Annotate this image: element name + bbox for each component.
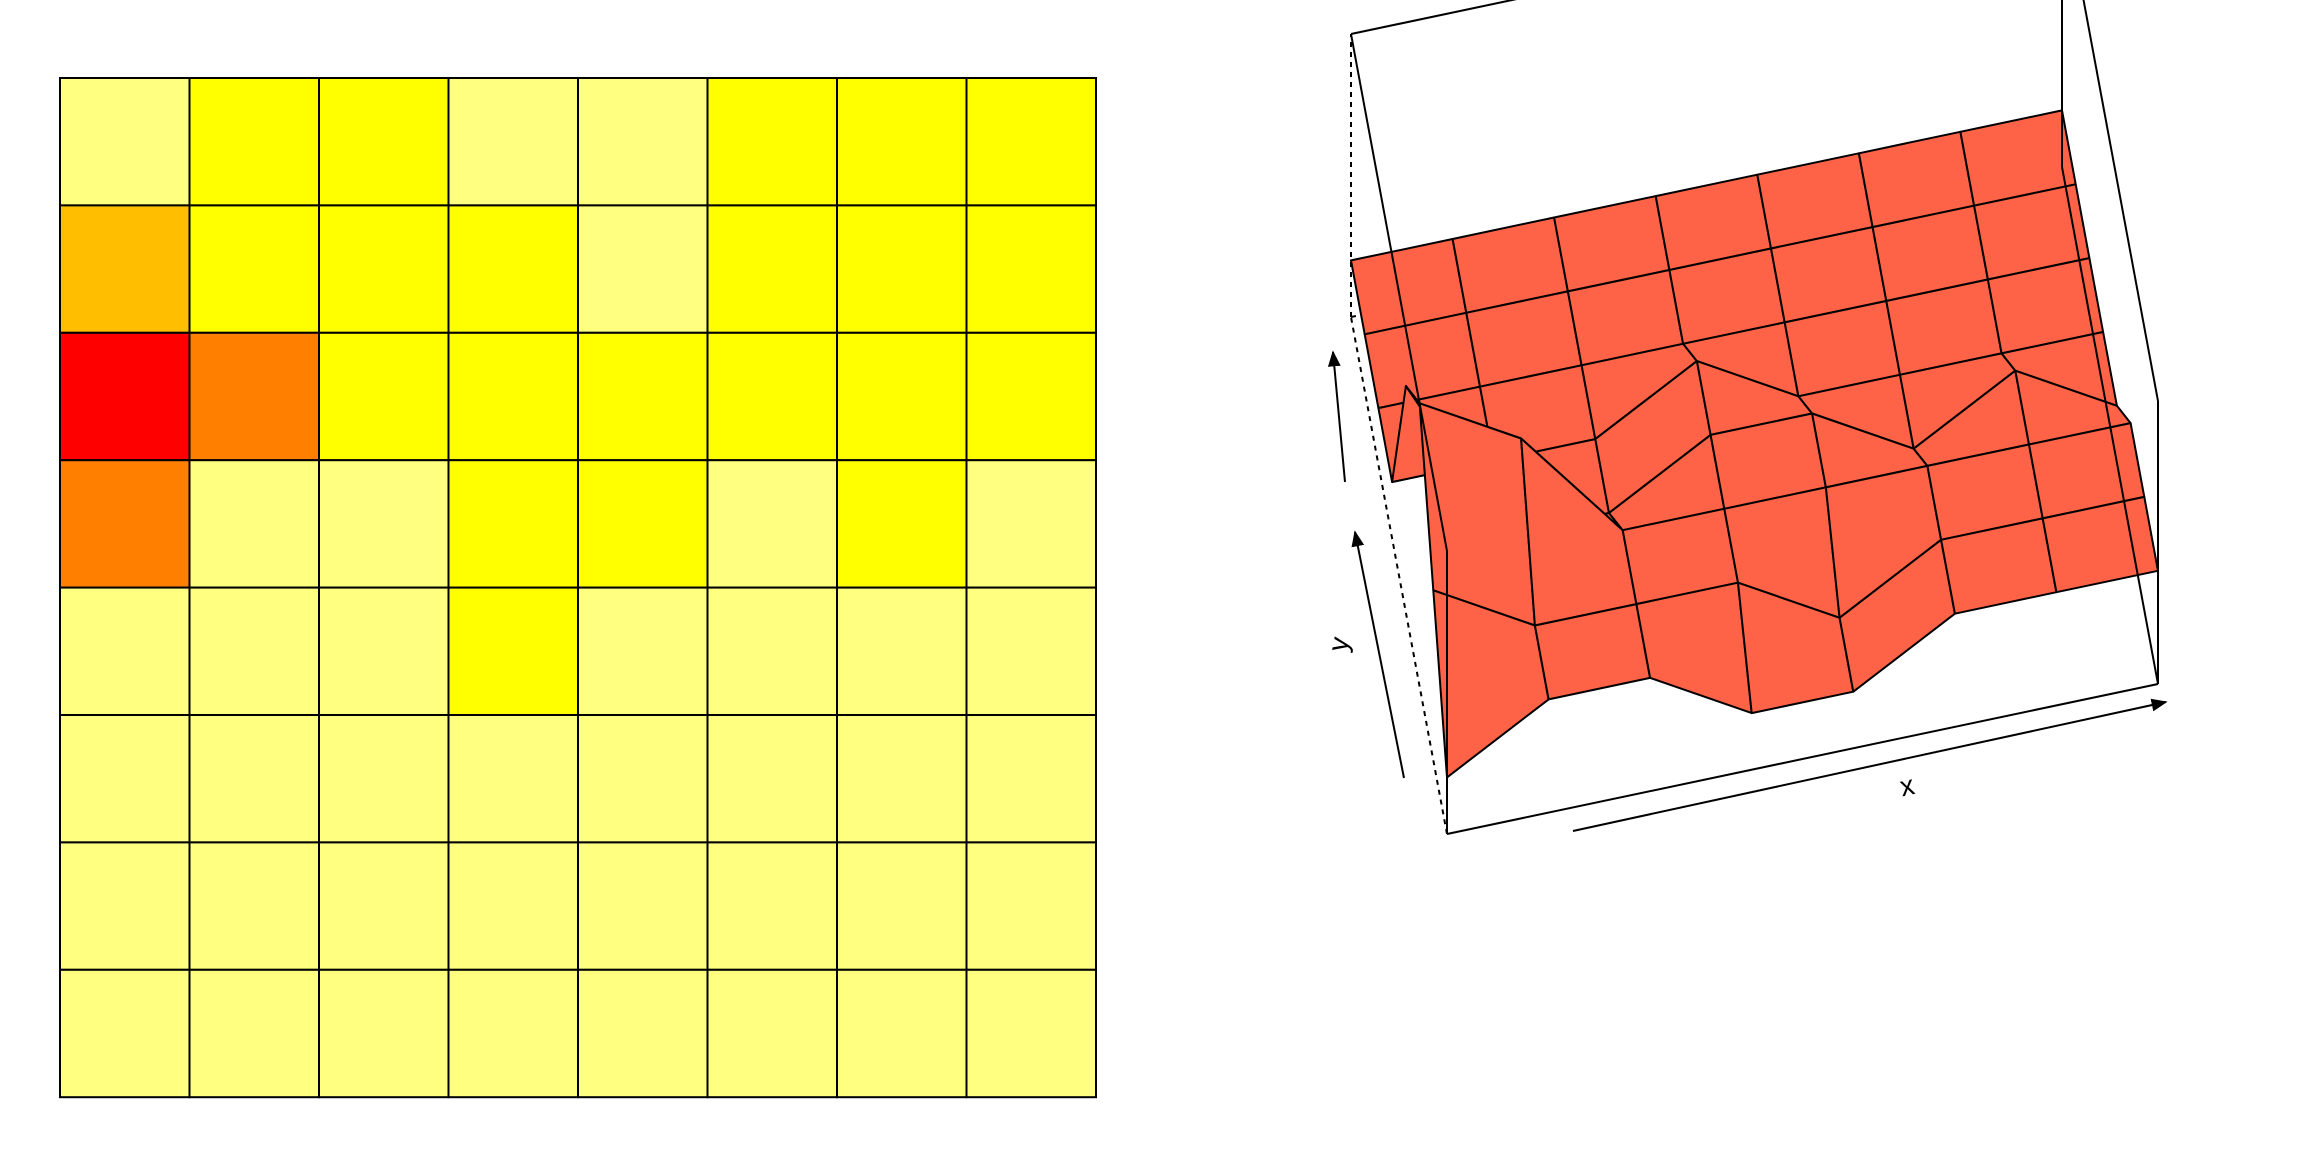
heatmap-cell-r1-c3 xyxy=(318,77,450,207)
heatmap-cell-r7-c2 xyxy=(188,841,320,971)
heatmap-cell-r7-c5 xyxy=(577,841,709,971)
heatmap-cell-r5-c6 xyxy=(706,586,838,716)
x-axis-label: x xyxy=(1897,769,1917,802)
heatmap-cell-r4-c4 xyxy=(447,459,579,589)
heatmap-cell-r6-c8 xyxy=(965,714,1097,844)
heatmap-cell-r7-c1 xyxy=(59,841,191,971)
heatmap-cell-r2-c8 xyxy=(965,204,1097,334)
y-axis-arrow xyxy=(1351,530,1405,779)
heatmap-cell-r2-c5 xyxy=(577,204,709,334)
box-edge-top-right xyxy=(2082,0,2159,402)
heatmap-cell-r6-c7 xyxy=(836,714,968,844)
heatmap-cell-r2-c2 xyxy=(188,204,320,334)
heatmap-cell-r8-c8 xyxy=(965,968,1097,1099)
heatmap-cell-r3-c5 xyxy=(577,331,709,462)
heatmap-cell-r4-c2 xyxy=(188,459,320,589)
heatmap-cell-r2-c6 xyxy=(706,204,838,334)
heatmap-cell-r8-c6 xyxy=(706,968,838,1099)
heatmap-cell-r5-c7 xyxy=(836,586,968,716)
box-edge-top-left xyxy=(1350,33,1448,552)
z-axis-arrow xyxy=(1327,350,1346,483)
heatmap-cell-r4-c7 xyxy=(836,459,968,589)
heatmap-cell-r1-c5 xyxy=(577,77,709,207)
box-edge-top-back xyxy=(1350,0,1518,35)
surface-chart: x y xyxy=(1322,0,2168,835)
heatmap-cell-r1-c2 xyxy=(188,77,320,207)
x-axis-arrow xyxy=(1572,698,2168,832)
heatmap-cell-r3-c6 xyxy=(706,331,838,462)
heatmap-cell-r3-c1 xyxy=(59,331,191,462)
heatmap-cell-r1-c6 xyxy=(706,77,838,207)
heatmap-cell-r6-c3 xyxy=(318,714,450,844)
heatmap-cell-r4-c3 xyxy=(318,459,450,589)
heatmap-cell-r5-c5 xyxy=(577,586,709,716)
heatmap-cell-r5-c3 xyxy=(318,586,450,716)
heatmap-cell-r2-c4 xyxy=(447,204,579,334)
heatmap-cell-r6-c5 xyxy=(577,714,709,844)
heatmap-cell-r4-c1 xyxy=(59,459,191,589)
heatmap-cell-r4-c5 xyxy=(577,459,709,589)
heatmap-cell-r3-c3 xyxy=(318,331,450,462)
heatmap-cell-r1-c4 xyxy=(447,77,579,207)
surface-mesh xyxy=(1350,109,2159,779)
heatmap-cell-r3-c2 xyxy=(188,331,320,462)
y-axis-label: y xyxy=(1322,634,1355,654)
heatmap-cell-r8-c2 xyxy=(188,968,320,1099)
heatmap-cell-r8-c7 xyxy=(836,968,968,1099)
axes: x y xyxy=(1322,350,2168,832)
heatmap-cell-r7-c3 xyxy=(318,841,450,971)
heatmap-cell-r1-c8 xyxy=(965,77,1097,207)
heatmap-cell-r7-c7 xyxy=(836,841,968,971)
heatmap-cell-r4-c8 xyxy=(965,459,1097,589)
heatmap-cell-r2-c7 xyxy=(836,204,968,334)
bounding-box-front xyxy=(1350,0,2159,835)
heatmap-cell-r7-c4 xyxy=(447,841,579,971)
heatmap-cell-r4-c6 xyxy=(706,459,838,589)
heatmap-cell-r1-c1 xyxy=(59,77,191,207)
heatmap-cell-r6-c2 xyxy=(188,714,320,844)
heatmap-cell-r5-c2 xyxy=(188,586,320,716)
heatmap-cell-r2-c1 xyxy=(59,204,191,334)
heatmap-cell-r7-c6 xyxy=(706,841,838,971)
heatmap-cell-r3-c4 xyxy=(447,331,579,462)
heatmap-cell-r5-c1 xyxy=(59,586,191,716)
heatmap-cell-r3-c7 xyxy=(836,331,968,462)
heatmap-cell-r5-c4 xyxy=(447,586,579,716)
heatmap-chart xyxy=(59,77,1097,1099)
heatmap-cell-r6-c6 xyxy=(706,714,838,844)
heatmap-cell-r7-c8 xyxy=(965,841,1097,971)
heatmap-cell-r6-c4 xyxy=(447,714,579,844)
heatmap-cell-r2-c3 xyxy=(318,204,450,334)
box-edge-left-bottom xyxy=(1350,316,1448,835)
heatmap-cell-r8-c1 xyxy=(59,968,191,1099)
heatmap-cell-r8-c3 xyxy=(318,968,450,1099)
heatmap-cell-r3-c8 xyxy=(965,331,1097,462)
heatmap-cell-r8-c5 xyxy=(577,968,709,1099)
heatmap-cell-r6-c1 xyxy=(59,714,191,844)
surface-facet-r1-c7 xyxy=(2041,495,2159,594)
heatmap-cell-r1-c7 xyxy=(836,77,968,207)
box-edge-right-bottom xyxy=(2061,166,2159,685)
heatmap-cell-r8-c4 xyxy=(447,968,579,1099)
box-edge-front-bottom xyxy=(1446,683,2159,835)
heatmap-cell-r5-c8 xyxy=(965,586,1097,716)
surface-facet-r1-c3 xyxy=(1635,581,1753,715)
